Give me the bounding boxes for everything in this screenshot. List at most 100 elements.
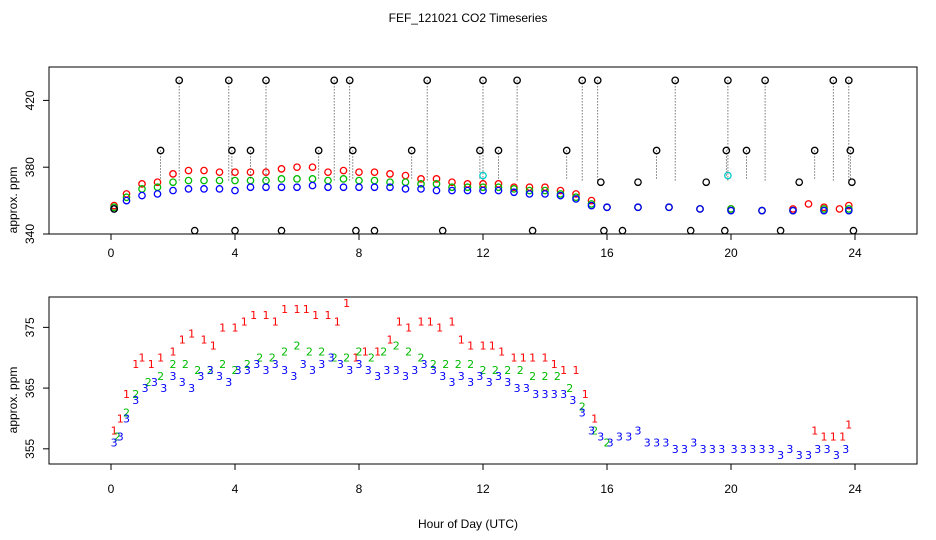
data-point xyxy=(513,76,521,85)
data-point xyxy=(293,163,301,172)
data-point: 2 xyxy=(442,358,449,371)
data-point xyxy=(169,186,177,195)
data-point: 1 xyxy=(821,431,828,444)
data-point: 2 xyxy=(554,370,561,383)
data-point: 2 xyxy=(331,352,338,365)
data-point: 3 xyxy=(690,437,697,450)
data-point xyxy=(370,176,379,185)
data-point: 3 xyxy=(777,449,784,462)
data-point xyxy=(324,176,332,185)
data-point: 3 xyxy=(833,449,840,462)
data-point: 2 xyxy=(132,388,139,401)
bottom-x-axis: 0 4 8 12 16 20 24 xyxy=(108,464,862,496)
data-point: 2 xyxy=(123,406,130,419)
data-point xyxy=(761,76,769,85)
data-point: 2 xyxy=(182,358,189,371)
data-point xyxy=(603,203,611,212)
series-3 xyxy=(110,181,853,215)
data-point xyxy=(572,190,580,198)
data-point xyxy=(156,146,165,155)
data-point: 3 xyxy=(824,443,831,456)
data-point xyxy=(308,181,317,190)
data-point xyxy=(789,206,797,215)
data-point xyxy=(231,176,239,185)
data-point xyxy=(562,146,571,155)
data-point: 3 xyxy=(672,443,679,456)
top-x-axis: 0 4 8 12 16 20 24 xyxy=(108,234,862,260)
data-point xyxy=(277,165,286,173)
data-point: 3 xyxy=(523,382,530,395)
data-point: 3 xyxy=(142,382,149,395)
x-tick-label: 16 xyxy=(600,482,614,496)
data-point: 3 xyxy=(430,364,437,377)
data-point: 3 xyxy=(842,443,849,456)
data-point xyxy=(702,178,711,187)
data-point: 3 xyxy=(532,388,539,401)
data-point xyxy=(324,168,332,177)
data-point: 1 xyxy=(374,346,381,359)
data-point: 3 xyxy=(225,376,232,389)
data-point: 3 xyxy=(365,364,372,377)
data-point: 3 xyxy=(560,388,567,401)
data-point: 1 xyxy=(334,315,341,328)
data-point xyxy=(355,183,363,192)
data-point: 3 xyxy=(718,443,725,456)
data-point xyxy=(200,176,208,185)
data-point xyxy=(417,180,425,188)
data-point xyxy=(339,175,348,183)
data-point: 1 xyxy=(591,412,598,425)
data-point xyxy=(370,168,379,177)
data-point: 1 xyxy=(123,388,130,401)
data-point: 1 xyxy=(551,358,558,371)
data-point xyxy=(417,185,425,193)
data-point: 2 xyxy=(604,437,611,450)
data-point xyxy=(370,183,379,192)
data-point xyxy=(423,76,432,85)
data-point: 3 xyxy=(709,443,716,456)
data-point xyxy=(432,175,441,183)
data-point: 3 xyxy=(439,370,446,383)
data-point xyxy=(215,185,224,193)
data-point: 3 xyxy=(607,437,614,450)
data-point: 3 xyxy=(263,364,270,377)
data-point xyxy=(448,183,456,192)
data-point: 1 xyxy=(343,297,350,310)
data-point xyxy=(246,183,255,192)
data-point: 3 xyxy=(197,370,204,383)
bottom-panel: approx. ppm Hour of Day (UTC) 0 4 8 12 16 20 2… xyxy=(6,296,918,531)
data-point: 2 xyxy=(114,431,121,444)
data-point xyxy=(348,146,357,155)
data-point: 3 xyxy=(170,370,177,383)
data-point: 3 xyxy=(188,382,195,395)
data-point xyxy=(401,178,410,187)
data-point: 3 xyxy=(486,376,493,389)
data-point xyxy=(448,178,456,187)
data-point: 1 xyxy=(467,340,474,353)
data-point xyxy=(386,170,394,178)
y-tick-label: 420 xyxy=(23,90,37,110)
data-point xyxy=(541,186,549,195)
data-point xyxy=(386,183,394,192)
data-point: 2 xyxy=(194,364,201,377)
data-point: 1 xyxy=(830,431,837,444)
data-point: 1 xyxy=(312,309,319,322)
data-point xyxy=(277,226,286,235)
data-point xyxy=(308,163,317,172)
data-point: 1 xyxy=(281,303,288,316)
data-point xyxy=(720,226,729,235)
data-point: 3 xyxy=(402,370,409,383)
data-point: 1 xyxy=(210,340,217,353)
data-point: 1 xyxy=(139,352,146,365)
x-tick-label: 24 xyxy=(848,482,862,496)
data-point: 2 xyxy=(219,358,226,371)
data-point xyxy=(634,203,642,212)
data-point xyxy=(231,168,239,177)
data-point: 2 xyxy=(157,370,164,383)
data-point: 3 xyxy=(495,370,502,383)
data-point: 2 xyxy=(566,382,573,395)
data-point xyxy=(314,146,323,155)
data-point xyxy=(541,190,549,198)
data-point xyxy=(479,183,487,192)
